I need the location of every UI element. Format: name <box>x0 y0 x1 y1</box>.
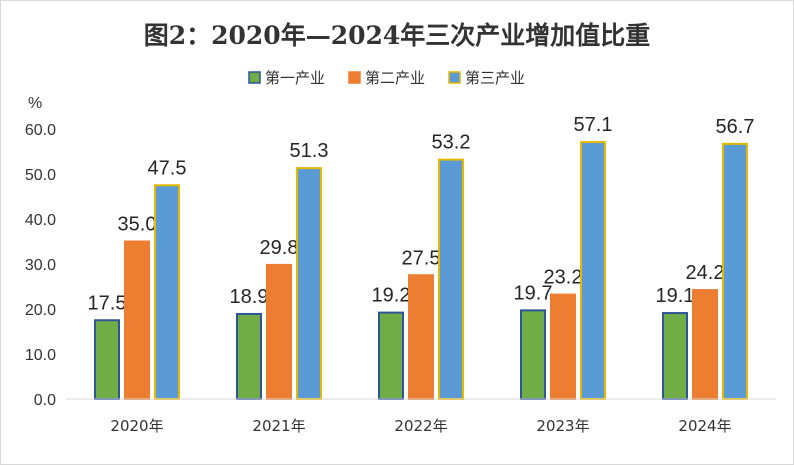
data-label: 57.1 <box>574 114 613 136</box>
y-tick-label: 40.0 <box>25 212 56 229</box>
y-tick-label: 0.0 <box>34 392 56 409</box>
legend-label: 第二产业 <box>365 69 425 87</box>
x-tick-label: 2022年 <box>394 417 447 435</box>
data-label: 27.5 <box>402 247 441 269</box>
bar-secondary-industry <box>266 263 292 400</box>
data-label: 29.8 <box>260 237 299 259</box>
legend-swatch <box>248 71 261 84</box>
data-label: 56.7 <box>716 116 755 138</box>
bar-primary-industry <box>662 312 688 400</box>
bar-tertiary-industry <box>722 142 748 400</box>
data-label: 19.7 <box>514 282 553 304</box>
bar-secondary-industry <box>550 293 576 401</box>
y-tick-label: 30.0 <box>25 257 56 274</box>
x-tick-label: 2021年 <box>252 417 305 435</box>
bar-primary-industry <box>94 319 120 400</box>
bar-primary-industry <box>236 312 262 401</box>
data-label: 24.2 <box>686 262 725 284</box>
plot-area: 17.5 35.0 47.5 18.9 29.8 51.3 19.2 27.5 53.2 19.7… <box>88 114 755 401</box>
data-label: 19.2 <box>372 285 411 307</box>
data-label: 35.0 <box>118 214 157 236</box>
bar-secondary-industry <box>124 240 150 400</box>
x-tick-label: 2024年 <box>678 417 731 435</box>
data-label: 17.5 <box>88 292 127 314</box>
data-label: 23.2 <box>544 267 583 289</box>
x-tick-label: 2023年 <box>536 417 589 435</box>
bar-secondary-industry <box>408 274 434 400</box>
x-tick-label: 2020年 <box>110 417 163 435</box>
data-label: 47.5 <box>148 157 187 179</box>
bar-tertiary-industry <box>154 184 180 400</box>
data-label: 19.1 <box>656 285 695 307</box>
x-axis: 2020年 2021年 2022年 2023年 2024年 <box>110 417 731 435</box>
y-tick-label: 60.0 <box>25 122 56 139</box>
bar-primary-industry <box>520 309 546 401</box>
bar-tertiary-industry <box>296 167 322 400</box>
y-tick-label: 50.0 <box>25 167 56 184</box>
bar-tertiary-industry <box>580 141 606 401</box>
legend-label: 第三产业 <box>465 69 525 87</box>
bar-tertiary-industry <box>438 158 464 400</box>
y-tick-label: 10.0 <box>25 347 56 364</box>
data-label: 51.3 <box>290 140 329 162</box>
legend: 第一产业 第二产业 第三产业 <box>248 69 525 87</box>
legend-swatch <box>348 71 361 84</box>
y-axis-unit-label: % <box>28 95 42 112</box>
y-tick-label: 20.0 <box>25 302 56 319</box>
bar-primary-industry <box>378 311 404 401</box>
legend-swatch <box>448 71 461 84</box>
data-label: 18.9 <box>230 286 269 308</box>
chart-title: 图2：2020年—2024年三次产业增加值比重 <box>144 21 651 50</box>
y-axis: 0.0 10.0 20.0 30.0 40.0 50.0 60.0 <box>25 122 56 409</box>
legend-label: 第一产业 <box>265 69 325 87</box>
bar-secondary-industry <box>692 289 718 401</box>
data-label: 53.2 <box>432 132 471 154</box>
